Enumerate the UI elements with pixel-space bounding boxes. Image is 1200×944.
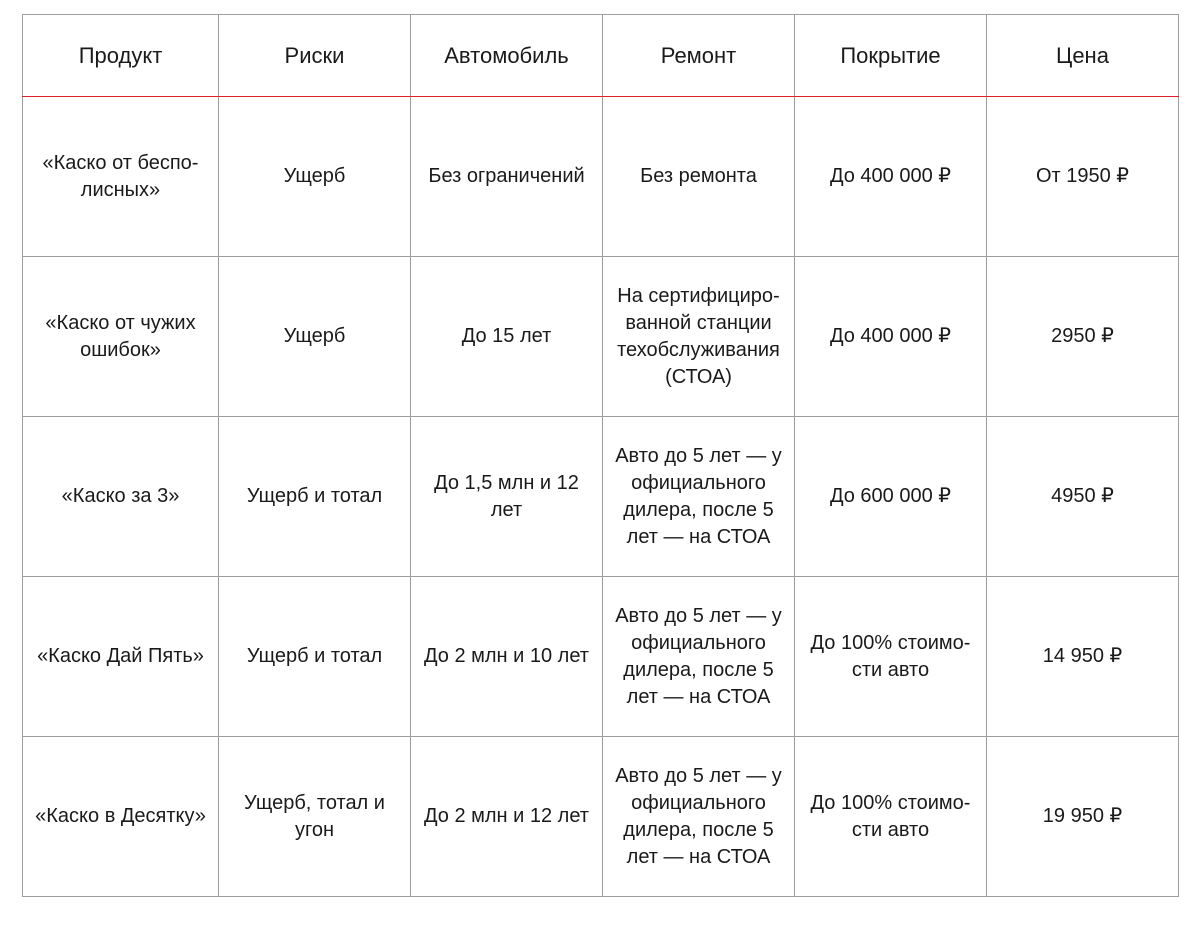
cell-risks: Ущерб и тотал bbox=[219, 577, 411, 737]
cell-product: «Каско за 3» bbox=[23, 417, 219, 577]
cell-price: 4950 ₽ bbox=[987, 417, 1179, 577]
cell-vehicle: До 2 млн и 10 лет bbox=[411, 577, 603, 737]
cell-repair: Без ремонта bbox=[603, 97, 795, 257]
cell-price: От 1950 ₽ bbox=[987, 97, 1179, 257]
cell-coverage: До 100% стоимо­сти авто bbox=[795, 737, 987, 897]
cell-product: «Каско в Десят­ку» bbox=[23, 737, 219, 897]
table-wrapper: Продукт Риски Автомобиль Ремонт Покрытие… bbox=[0, 0, 1200, 919]
table-row: «Каско за 3» Ущерб и тотал До 1,5 млн и … bbox=[23, 417, 1179, 577]
cell-product: «Каско от чужих ошибок» bbox=[23, 257, 219, 417]
cell-vehicle: До 15 лет bbox=[411, 257, 603, 417]
cell-coverage: До 400 000 ₽ bbox=[795, 97, 987, 257]
cell-risks: Ущерб, тотал и угон bbox=[219, 737, 411, 897]
th-vehicle: Автомобиль bbox=[411, 15, 603, 97]
cell-coverage: До 600 000 ₽ bbox=[795, 417, 987, 577]
cell-repair: Авто до 5 лет — у официального дилера, п… bbox=[603, 737, 795, 897]
th-price: Цена bbox=[987, 15, 1179, 97]
table-row: «Каско от беспо­лисных» Ущерб Без ограни… bbox=[23, 97, 1179, 257]
th-coverage: Покрытие bbox=[795, 15, 987, 97]
cell-risks: Ущерб bbox=[219, 257, 411, 417]
table-header-row: Продукт Риски Автомобиль Ремонт Покрытие… bbox=[23, 15, 1179, 97]
th-product: Продукт bbox=[23, 15, 219, 97]
th-risks: Риски bbox=[219, 15, 411, 97]
cell-coverage: До 400 000 ₽ bbox=[795, 257, 987, 417]
cell-vehicle: До 2 млн и 12 лет bbox=[411, 737, 603, 897]
table-row: «Каско в Десят­ку» Ущерб, тотал и угон Д… bbox=[23, 737, 1179, 897]
cell-risks: Ущерб и тотал bbox=[219, 417, 411, 577]
cell-repair: Авто до 5 лет — у официального дилера, п… bbox=[603, 417, 795, 577]
cell-price: 19 950 ₽ bbox=[987, 737, 1179, 897]
cell-risks: Ущерб bbox=[219, 97, 411, 257]
cell-vehicle: До 1,5 млн и 12 лет bbox=[411, 417, 603, 577]
cell-coverage: До 100% стоимо­сти авто bbox=[795, 577, 987, 737]
cell-repair: Авто до 5 лет — у официального дилера, п… bbox=[603, 577, 795, 737]
cell-price: 14 950 ₽ bbox=[987, 577, 1179, 737]
cell-product: «Каско от беспо­лисных» bbox=[23, 97, 219, 257]
th-repair: Ремонт bbox=[603, 15, 795, 97]
cell-product: «Каско Дай Пять» bbox=[23, 577, 219, 737]
cell-price: 2950 ₽ bbox=[987, 257, 1179, 417]
cell-vehicle: Без ограничений bbox=[411, 97, 603, 257]
products-table: Продукт Риски Автомобиль Ремонт Покрытие… bbox=[22, 14, 1179, 897]
table-row: «Каско от чужих ошибок» Ущерб До 15 лет … bbox=[23, 257, 1179, 417]
table-row: «Каско Дай Пять» Ущерб и тотал До 2 млн … bbox=[23, 577, 1179, 737]
cell-repair: На сертифициро­ванной станции техобслужи… bbox=[603, 257, 795, 417]
